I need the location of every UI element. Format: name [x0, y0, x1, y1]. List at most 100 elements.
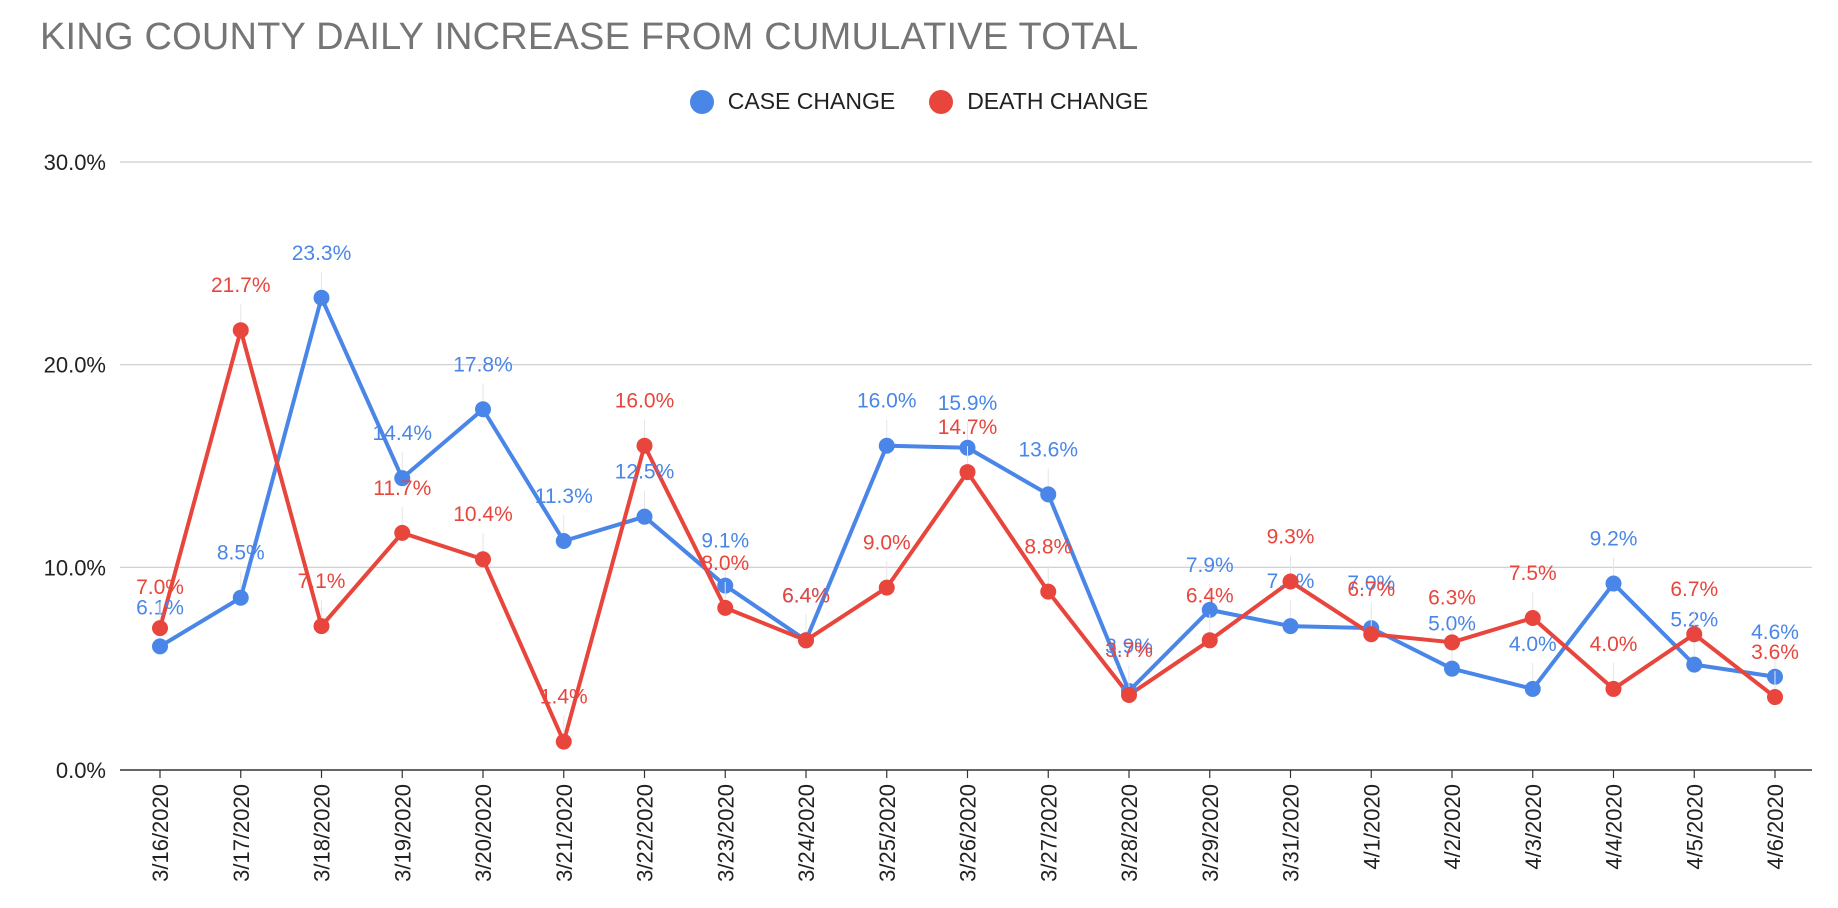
data-label-case: 9.1%	[701, 530, 749, 553]
x-tick-label: 4/3/2020	[1521, 784, 1546, 870]
data-point-death	[1282, 573, 1299, 590]
data-point-death	[1121, 687, 1137, 704]
data-label-death: 7.0%	[136, 576, 184, 599]
data-label-case: 6.4%	[782, 584, 830, 607]
legend-label-case: CASE CHANGE	[727, 88, 896, 114]
x-tick-label: 4/1/2020	[1359, 784, 1384, 870]
data-label-death: 6.7%	[1670, 578, 1718, 601]
x-tick-label: 3/22/2020	[633, 784, 658, 882]
x-tick-label: 3/29/2020	[1198, 784, 1223, 882]
data-label-case: 7.0%	[1347, 572, 1395, 595]
x-tick-label: 3/23/2020	[713, 784, 738, 882]
data-label-case: 14.4%	[372, 422, 432, 445]
data-point-case	[1444, 660, 1460, 677]
data-label-death: 11.7%	[373, 477, 431, 500]
data-label-death: 3.6%	[1751, 641, 1799, 664]
x-tick-label: 4/6/2020	[1763, 784, 1788, 870]
data-point-death	[1444, 634, 1460, 651]
data-point-death	[313, 618, 330, 635]
legend: CASE CHANGE DEATH CHANGE	[0, 88, 1838, 115]
data-label-death: 3.7%	[1105, 639, 1153, 662]
data-point-case	[475, 401, 491, 418]
data-label-case: 12.5%	[615, 461, 675, 484]
data-label-death: 8.0%	[701, 552, 749, 575]
chart-title: KING COUNTY DAILY INCREASE FROM CUMULATI…	[40, 16, 1139, 58]
data-point-death	[1686, 626, 1703, 643]
y-tick-label: 0.0%	[56, 758, 106, 783]
data-point-death	[394, 524, 411, 541]
data-point-death	[636, 437, 653, 454]
data-label-death: 6.7%	[1347, 578, 1395, 601]
data-label-case: 3.9%	[1105, 635, 1153, 658]
data-point-case	[232, 589, 249, 606]
data-point-case	[636, 508, 653, 525]
data-label-death: 9.3%	[1267, 526, 1315, 549]
data-label-death: 7.1%	[298, 570, 346, 593]
legend-swatch-death	[929, 89, 954, 114]
data-label-death: 14.7%	[938, 416, 998, 439]
x-tick-label: 4/4/2020	[1602, 784, 1627, 870]
data-point-death	[878, 579, 895, 596]
x-tick-label: 3/19/2020	[390, 784, 415, 882]
data-label-case: 13.6%	[1018, 438, 1078, 461]
data-point-death	[555, 733, 572, 750]
data-point-death	[1201, 632, 1218, 649]
data-label-death: 4.0%	[1590, 633, 1638, 656]
data-point-case	[1040, 486, 1057, 503]
data-point-case	[878, 437, 895, 454]
data-point-case	[1686, 656, 1703, 673]
data-point-death	[717, 599, 734, 616]
data-label-case: 4.0%	[1509, 633, 1557, 656]
y-tick-label: 10.0%	[44, 555, 106, 580]
legend-swatch-case	[689, 89, 714, 114]
y-tick-label: 20.0%	[44, 353, 106, 378]
data-point-case	[1524, 680, 1541, 697]
x-tick-label: 4/2/2020	[1440, 784, 1465, 870]
x-tick-label: 3/17/2020	[229, 784, 254, 882]
legend-item-death[interactable]: DEATH CHANGE	[929, 88, 1148, 115]
data-label-case: 8.5%	[217, 542, 265, 565]
legend-item-case[interactable]: CASE CHANGE	[689, 88, 896, 115]
data-label-case: 16.0%	[857, 390, 917, 413]
data-point-case	[1605, 575, 1622, 592]
data-point-death	[1040, 583, 1057, 600]
data-label-case: 7.9%	[1186, 554, 1234, 577]
data-point-case	[394, 470, 411, 487]
x-tick-label: 3/24/2020	[794, 784, 819, 882]
data-point-case	[152, 638, 168, 655]
x-tick-label: 3/26/2020	[956, 784, 981, 882]
data-label-death: 1.4%	[540, 686, 588, 709]
data-label-death: 8.8%	[1024, 536, 1072, 559]
x-tick-label: 3/16/2020	[148, 784, 173, 882]
data-point-death	[1363, 626, 1380, 643]
x-tick-label: 3/27/2020	[1036, 784, 1061, 882]
x-tick-label: 3/25/2020	[875, 784, 900, 882]
data-point-case	[555, 532, 572, 549]
x-tick-label: 3/21/2020	[552, 784, 577, 882]
data-label-case: 15.9%	[938, 392, 998, 415]
x-tick-label: 3/31/2020	[1279, 784, 1304, 882]
data-point-death	[475, 551, 491, 568]
data-point-death	[152, 620, 168, 637]
data-label-case: 23.3%	[292, 242, 352, 265]
data-point-case	[1282, 618, 1299, 635]
data-point-death	[959, 464, 976, 481]
data-point-death	[1767, 689, 1783, 706]
data-label-death: 7.5%	[1509, 562, 1557, 585]
legend-label-death: DEATH CHANGE	[967, 88, 1149, 114]
data-label-death: 16.0%	[615, 390, 675, 413]
data-point-death	[798, 632, 814, 649]
data-label-death: 6.4%	[782, 584, 830, 607]
data-label-case: 11.3%	[535, 485, 593, 508]
data-label-case: 9.2%	[1590, 528, 1638, 551]
data-label-death: 10.4%	[453, 503, 513, 526]
data-label-death: 6.3%	[1428, 586, 1476, 609]
data-label-case: 4.6%	[1751, 621, 1799, 644]
data-point-death	[232, 322, 249, 339]
data-label-case: 17.8%	[453, 353, 513, 376]
x-tick-label: 3/28/2020	[1117, 784, 1142, 882]
data-label-death: 9.0%	[863, 532, 911, 555]
data-point-case	[313, 289, 330, 306]
data-label-death: 6.4%	[1186, 584, 1234, 607]
